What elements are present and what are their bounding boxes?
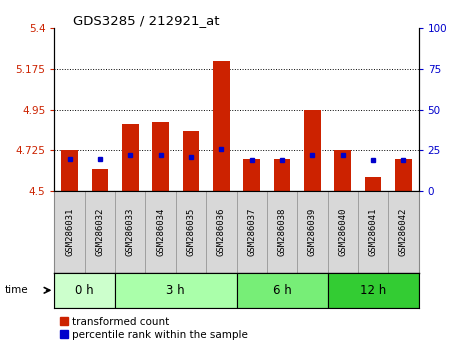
- Bar: [152, 122, 169, 191]
- Bar: [183, 131, 199, 191]
- Text: GSM286041: GSM286041: [368, 208, 377, 256]
- Bar: [365, 177, 381, 191]
- Bar: [54, 273, 115, 308]
- Text: 0 h: 0 h: [75, 284, 94, 297]
- Bar: [115, 273, 236, 308]
- Bar: [274, 159, 290, 191]
- Bar: [92, 170, 108, 191]
- Bar: [334, 149, 351, 191]
- Bar: [122, 124, 139, 191]
- Bar: [213, 61, 230, 191]
- Text: GSM286036: GSM286036: [217, 208, 226, 256]
- Bar: [61, 149, 78, 191]
- Text: GSM286038: GSM286038: [278, 208, 287, 256]
- Text: GSM286042: GSM286042: [399, 208, 408, 256]
- Text: GSM286037: GSM286037: [247, 208, 256, 256]
- Text: GSM286039: GSM286039: [308, 208, 317, 256]
- Text: 6 h: 6 h: [272, 284, 291, 297]
- Text: 12 h: 12 h: [360, 284, 386, 297]
- Text: GSM286031: GSM286031: [65, 208, 74, 256]
- Bar: [395, 159, 412, 191]
- Text: GSM286034: GSM286034: [156, 208, 165, 256]
- Text: 3 h: 3 h: [166, 284, 185, 297]
- Bar: [236, 273, 327, 308]
- Legend: transformed count, percentile rank within the sample: transformed count, percentile rank withi…: [60, 317, 248, 340]
- Text: GDS3285 / 212921_at: GDS3285 / 212921_at: [73, 14, 219, 27]
- Text: GSM286032: GSM286032: [96, 208, 105, 256]
- Text: GSM286033: GSM286033: [126, 208, 135, 256]
- Bar: [304, 110, 321, 191]
- Bar: [327, 273, 419, 308]
- Text: time: time: [5, 285, 28, 295]
- Text: GSM286035: GSM286035: [186, 208, 195, 256]
- Bar: [243, 159, 260, 191]
- Text: GSM286040: GSM286040: [338, 208, 347, 256]
